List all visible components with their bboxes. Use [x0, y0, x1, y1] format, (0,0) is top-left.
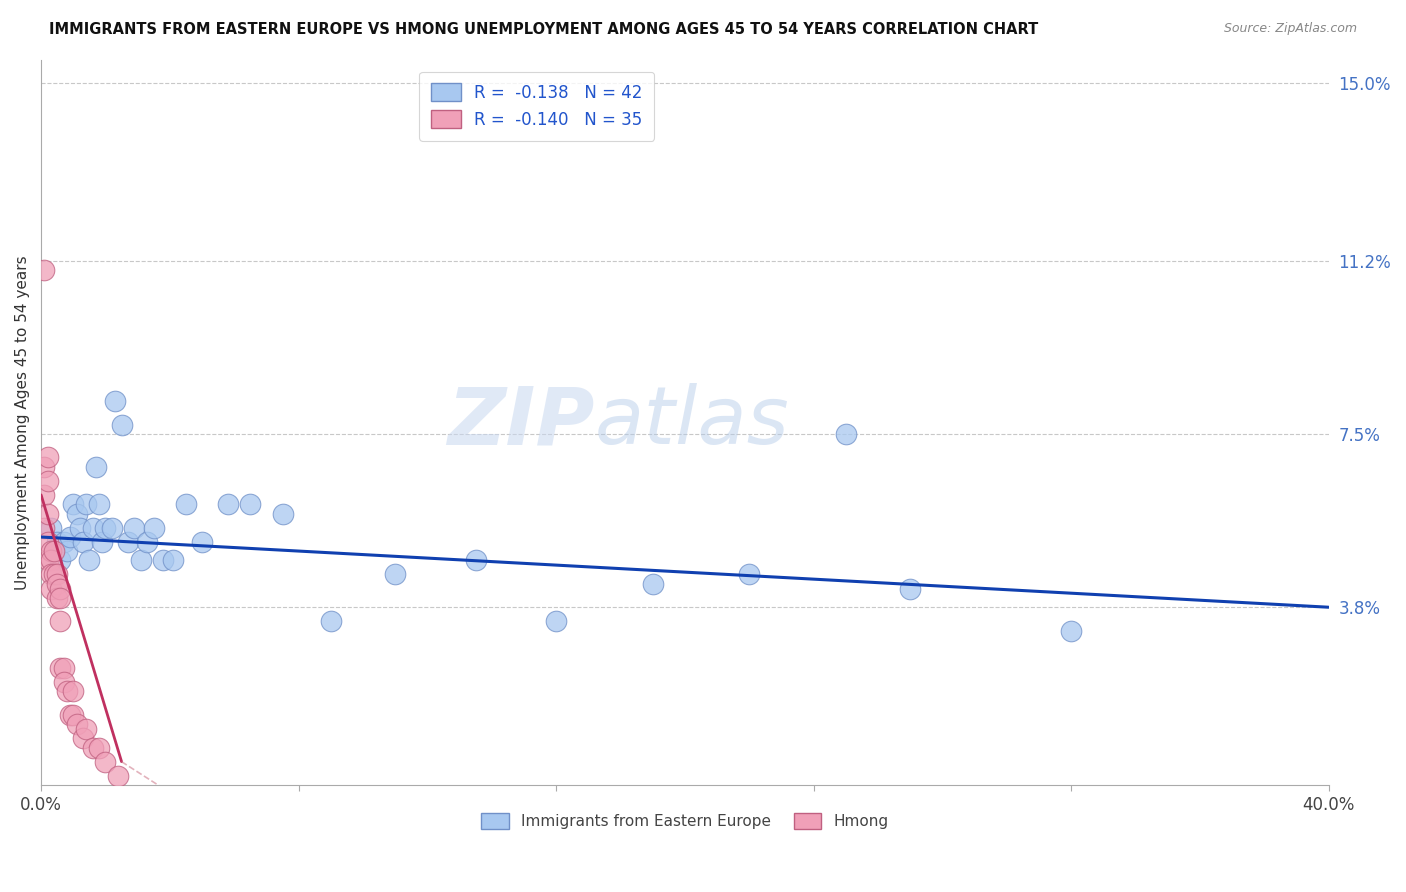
- Point: [69, 521, 91, 535]
- Point: [72, 731, 94, 746]
- Point: [34, 459, 56, 474]
- Point: [162, 553, 184, 567]
- Point: [72, 534, 94, 549]
- Point: [898, 582, 921, 596]
- Text: atlas: atlas: [595, 384, 789, 461]
- Point: [319, 614, 342, 628]
- Point: [37, 534, 59, 549]
- Point: [110, 417, 132, 432]
- Point: [39, 521, 62, 535]
- Point: [87, 497, 110, 511]
- Point: [37, 450, 59, 465]
- Point: [52, 675, 75, 690]
- Point: [835, 427, 858, 442]
- Point: [384, 567, 406, 582]
- Point: [46, 534, 69, 549]
- Point: [37, 507, 59, 521]
- Point: [34, 521, 56, 535]
- Point: [271, 507, 294, 521]
- Point: [39, 582, 62, 596]
- Point: [546, 614, 568, 628]
- Point: [59, 530, 82, 544]
- Point: [464, 553, 486, 567]
- Point: [1060, 624, 1083, 638]
- Point: [136, 534, 159, 549]
- Point: [124, 521, 146, 535]
- Point: [84, 459, 107, 474]
- Point: [56, 544, 79, 558]
- Point: [75, 497, 97, 511]
- Point: [46, 567, 69, 582]
- Point: [82, 521, 104, 535]
- Point: [42, 544, 65, 558]
- Point: [107, 769, 129, 783]
- Y-axis label: Unemployment Among Ages 45 to 54 years: Unemployment Among Ages 45 to 54 years: [15, 255, 30, 590]
- Point: [129, 553, 152, 567]
- Text: Source: ZipAtlas.com: Source: ZipAtlas.com: [1223, 22, 1357, 36]
- Point: [49, 582, 72, 596]
- Point: [49, 591, 72, 605]
- Point: [239, 497, 262, 511]
- Point: [37, 474, 59, 488]
- Text: IMMIGRANTS FROM EASTERN EUROPE VS HMONG UNEMPLOYMENT AMONG AGES 45 TO 54 YEARS C: IMMIGRANTS FROM EASTERN EUROPE VS HMONG …: [49, 22, 1039, 37]
- Point: [34, 488, 56, 502]
- Point: [94, 521, 117, 535]
- Point: [65, 507, 87, 521]
- Point: [217, 497, 239, 511]
- Point: [152, 553, 174, 567]
- Point: [49, 614, 72, 628]
- Point: [39, 567, 62, 582]
- Point: [174, 497, 197, 511]
- Point: [117, 534, 139, 549]
- Point: [46, 577, 69, 591]
- Point: [104, 394, 127, 409]
- Point: [52, 661, 75, 675]
- Text: ZIP: ZIP: [447, 384, 595, 461]
- Point: [87, 740, 110, 755]
- Point: [82, 740, 104, 755]
- Point: [59, 707, 82, 722]
- Point: [94, 755, 117, 769]
- Point: [49, 553, 72, 567]
- Legend: Immigrants from Eastern Europe, Hmong: Immigrants from Eastern Europe, Hmong: [475, 807, 894, 836]
- Point: [62, 497, 84, 511]
- Point: [75, 722, 97, 736]
- Point: [62, 684, 84, 698]
- Point: [62, 707, 84, 722]
- Point: [641, 577, 664, 591]
- Point: [34, 263, 56, 277]
- Point: [91, 534, 114, 549]
- Point: [42, 544, 65, 558]
- Point: [142, 521, 165, 535]
- Point: [56, 684, 79, 698]
- Point: [191, 534, 214, 549]
- Point: [39, 553, 62, 567]
- Point: [52, 534, 75, 549]
- Point: [39, 544, 62, 558]
- Point: [46, 591, 69, 605]
- Point: [101, 521, 124, 535]
- Point: [738, 567, 761, 582]
- Point: [42, 567, 65, 582]
- Point: [79, 553, 101, 567]
- Point: [65, 717, 87, 731]
- Point: [49, 661, 72, 675]
- Point: [37, 553, 59, 567]
